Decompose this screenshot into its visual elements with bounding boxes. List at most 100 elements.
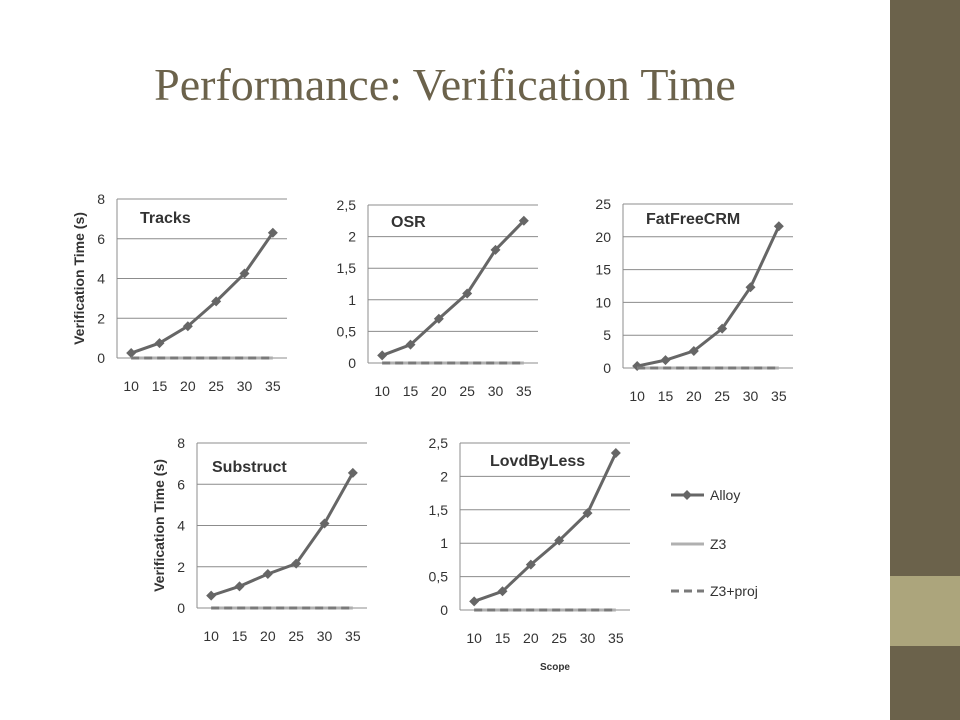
data-point-alloy (433, 313, 444, 324)
y-tick-label: 8 (177, 435, 185, 451)
data-point-alloy (660, 355, 671, 366)
data-point-alloy (262, 568, 273, 579)
data-point-alloy (267, 227, 278, 238)
series-line-alloy (473, 452, 618, 603)
data-point-alloy (497, 586, 508, 597)
x-tick-label: 30 (743, 388, 759, 404)
x-tick-label: 30 (317, 628, 333, 644)
data-point-alloy (773, 221, 784, 232)
x-tick-label: 20 (180, 378, 196, 394)
sidebar-accent-block (890, 576, 960, 646)
y-axis-label: Verification Time (s) (151, 459, 167, 592)
data-point-alloy (582, 508, 593, 519)
data-point-alloy (347, 467, 358, 478)
y-tick-label: 4 (177, 518, 185, 534)
data-point-alloy (554, 535, 565, 546)
x-tick-label: 30 (488, 383, 504, 399)
data-point-alloy (405, 339, 416, 350)
data-point-alloy (126, 348, 137, 359)
data-point-alloy (469, 596, 480, 607)
data-point-alloy (525, 559, 536, 570)
series-line-alloy (381, 219, 525, 357)
legend-label: Z3+proj (710, 583, 758, 599)
legend-label: Alloy (710, 487, 740, 503)
data-point-alloy (206, 590, 217, 601)
y-tick-label: 2,5 (429, 435, 449, 451)
y-tick-label: 6 (97, 231, 105, 247)
x-tick-label: 25 (208, 378, 224, 394)
x-tick-label: 30 (580, 630, 596, 646)
x-tick-label: 35 (345, 628, 361, 644)
slide-title: Performance: Verification Time (154, 59, 736, 110)
y-axis-label: Verification Time (s) (71, 212, 87, 345)
y-tick-label: 0 (177, 600, 185, 616)
chart-title: Substruct (212, 459, 287, 476)
x-tick-label: 25 (459, 383, 475, 399)
y-tick-label: 6 (177, 476, 185, 492)
chart-osr: 0 0,5 1 1,5 2 2,5 10 15 20 25 30 35 OSR (337, 197, 538, 399)
data-point-alloy (610, 448, 621, 459)
chart-title: LovdByLess (490, 453, 585, 470)
x-tick-label: 15 (232, 628, 248, 644)
y-tick-label: 25 (595, 196, 611, 212)
y-tick-label: 8 (97, 191, 105, 207)
data-point-alloy (377, 350, 388, 361)
data-point-alloy (291, 558, 302, 569)
y-tick-label: 2,5 (337, 197, 357, 213)
x-tick-label: 35 (516, 383, 532, 399)
data-point-alloy (319, 518, 330, 529)
x-tick-label: 35 (265, 378, 281, 394)
chart-title: OSR (391, 214, 426, 231)
x-tick-label: 35 (771, 388, 787, 404)
x-axis-label: Scope (540, 662, 570, 673)
y-tick-label: 1 (348, 292, 356, 308)
data-point-alloy (518, 215, 529, 226)
x-tick-label: 20 (523, 630, 539, 646)
data-point-alloy (632, 361, 643, 372)
y-tick-label: 2 (177, 559, 185, 575)
chart-lovdbyless: 0 0,5 1 1,5 2 2,5 10 15 20 25 30 35 LovdByLess Scope A… (429, 435, 758, 673)
chart-tracks: 0 2 4 6 8 10 15 20 25 30 35 Tracks Verification Time… (71, 191, 287, 394)
series-line-alloy (210, 472, 355, 598)
y-tick-label: 0,5 (429, 569, 449, 585)
x-tick-label: 20 (431, 383, 447, 399)
data-point-alloy (234, 581, 245, 592)
x-tick-label: 15 (152, 378, 168, 394)
y-tick-label: 10 (595, 294, 611, 310)
legend-marker-alloy (682, 490, 692, 500)
data-point-alloy (688, 345, 699, 356)
y-tick-label: 5 (603, 327, 611, 343)
y-tick-label: 1,5 (429, 502, 449, 518)
y-tick-label: 0,5 (337, 323, 357, 339)
chart-title: Tracks (140, 210, 191, 227)
y-tick-label: 2 (348, 229, 356, 245)
data-point-alloy (462, 288, 473, 299)
data-point-alloy (239, 268, 250, 279)
x-tick-label: 25 (551, 630, 567, 646)
data-point-alloy (717, 323, 728, 334)
y-tick-label: 0 (603, 360, 611, 376)
y-tick-label: 2 (440, 468, 448, 484)
legend-label: Z3 (710, 536, 727, 552)
y-tick-label: 0 (440, 602, 448, 618)
x-tick-label: 25 (714, 388, 730, 404)
data-point-alloy (154, 338, 165, 349)
x-tick-label: 35 (608, 630, 624, 646)
y-tick-label: 0 (348, 355, 356, 371)
x-tick-label: 10 (466, 630, 482, 646)
x-tick-label: 30 (237, 378, 253, 394)
chart-title: FatFreeCRM (646, 211, 740, 228)
series-line-alloy (130, 231, 275, 355)
x-tick-label: 25 (288, 628, 304, 644)
series-line-alloy (636, 225, 781, 368)
x-tick-label: 15 (495, 630, 511, 646)
chart-substruct: 0 2 4 6 8 10 15 20 25 30 35 Substruct Verification T… (151, 435, 367, 644)
x-tick-label: 10 (203, 628, 219, 644)
y-tick-label: 0 (97, 350, 105, 366)
x-tick-label: 10 (123, 378, 139, 394)
y-tick-label: 1 (440, 535, 448, 551)
data-point-alloy (211, 296, 222, 307)
y-tick-label: 1,5 (337, 260, 357, 276)
x-tick-label: 20 (686, 388, 702, 404)
